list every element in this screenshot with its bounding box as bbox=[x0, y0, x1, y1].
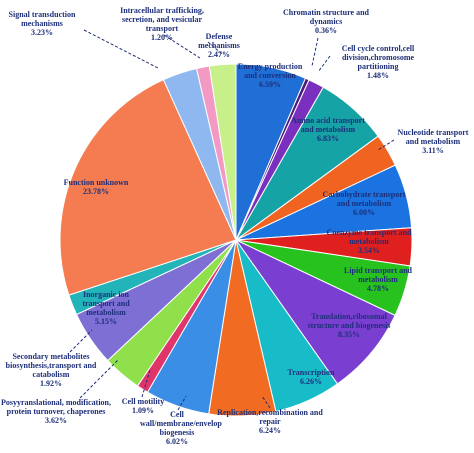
slice-label: Replication,recombination and repair 6.24… bbox=[214, 408, 326, 435]
category-name: Replication,recombination and repair bbox=[217, 408, 323, 426]
slice-label: Energy production and conversion 6.59% bbox=[234, 62, 306, 89]
category-name: Energy production and conversion bbox=[237, 62, 303, 80]
category-name: Defense mechanisms bbox=[198, 32, 240, 50]
percent-label: 4.78% bbox=[367, 284, 389, 293]
category-name: Transcription bbox=[287, 368, 335, 377]
category-name: Inorganic ion transport and metabolism bbox=[82, 290, 130, 317]
category-name: Posyyranslational, modification, protein… bbox=[0, 398, 111, 416]
slice-label: Function unknown 23.78% bbox=[54, 178, 138, 196]
slice-label: Translation,ribosomal structure and biog… bbox=[306, 312, 392, 339]
category-name: Cell motility bbox=[121, 397, 165, 406]
slice-label: Transcription 6.26% bbox=[276, 368, 346, 386]
percent-label: 1.20% bbox=[151, 33, 173, 42]
category-name: Carbohydrate transport and metabolism bbox=[322, 190, 406, 208]
percent-label: 3.54% bbox=[358, 246, 380, 255]
slice-label: Secondary metabolites biosynthesis,trans… bbox=[0, 352, 102, 388]
slice-label: Cell motility 1.09% bbox=[118, 397, 168, 415]
leader-line bbox=[317, 55, 331, 73]
category-name: Secondary metabolites biosynthesis,trans… bbox=[5, 352, 97, 379]
leader-line bbox=[311, 37, 319, 67]
category-name: Cell wall/membrane/envelop biogenesis bbox=[140, 410, 222, 437]
percent-label: 6.26% bbox=[300, 377, 322, 386]
category-name: Lipid transport and metabolism bbox=[343, 266, 413, 284]
percent-label: 6.24% bbox=[259, 426, 281, 435]
percent-label: 1.92% bbox=[40, 379, 62, 388]
category-name: Nucleotide transport and metabolism bbox=[397, 128, 469, 146]
percent-label: 1.48% bbox=[367, 71, 389, 80]
leader-line bbox=[207, 41, 223, 55]
percent-label: 6.02% bbox=[166, 437, 188, 446]
percent-label: 6.00% bbox=[353, 208, 375, 217]
category-name: Function unknown bbox=[63, 178, 129, 187]
slice-label: Signal transduction mechanisms 3.23% bbox=[0, 10, 84, 37]
slice-label: Cell cycle control,cell division,chromos… bbox=[330, 44, 426, 80]
slice-label: Cell wall/membrane/envelop biogenesis 6.0… bbox=[140, 410, 222, 446]
percent-label: 0.36% bbox=[315, 26, 337, 35]
percent-label: 3.23% bbox=[31, 28, 53, 37]
percent-label: 5.15% bbox=[95, 317, 117, 326]
leader-line bbox=[261, 395, 271, 409]
leader-line bbox=[69, 329, 93, 353]
slice-label: Posyyranslational, modification, protein… bbox=[0, 398, 112, 425]
percent-label: 3.62% bbox=[45, 416, 67, 425]
slice-label: Nucleotide transport and metabolism 3.11% bbox=[392, 128, 474, 155]
category-name: Cell cycle control,cell division,chromos… bbox=[341, 44, 415, 71]
pie-slice bbox=[59, 78, 237, 296]
slice-label: Coenzyme transport and metabolism 3.54% bbox=[326, 228, 412, 255]
category-name: Intracellular trafficking, secretion, an… bbox=[120, 6, 204, 33]
percent-label: 1.09% bbox=[132, 406, 154, 415]
percent-label: 6.59% bbox=[259, 80, 281, 89]
category-name: Chromatin structure and dynamics bbox=[283, 8, 369, 26]
percent-label: 23.78% bbox=[83, 187, 109, 196]
category-name: Coenzyme transport and metabolism bbox=[326, 228, 412, 246]
percent-label: 3.11% bbox=[422, 146, 444, 155]
leader-line bbox=[83, 29, 159, 69]
slice-label: Chromatin structure and dynamics 0.36% bbox=[282, 8, 370, 35]
slice-label: Defense mechanisms 2.47% bbox=[184, 32, 254, 59]
leader-line bbox=[163, 34, 201, 59]
leader-line bbox=[177, 395, 187, 411]
pie-slice bbox=[208, 63, 237, 241]
percent-label: 8.35% bbox=[338, 330, 360, 339]
leader-line bbox=[377, 139, 395, 151]
category-name: Amino acid transport and metabolism bbox=[291, 116, 365, 134]
category-name: Translation,ribosomal structure and biog… bbox=[307, 312, 391, 330]
pie-slice bbox=[234, 238, 396, 385]
percent-label: 6.83% bbox=[317, 134, 339, 143]
category-name: Signal transduction mechanisms bbox=[8, 10, 76, 28]
slice-label: Carbohydrate transport and metabolism 6.0… bbox=[318, 190, 410, 217]
slice-label: Lipid transport and metabolism 4.78% bbox=[338, 266, 418, 293]
slice-label: Intracellular trafficking, secretion, an… bbox=[114, 6, 210, 42]
slice-label: Amino acid transport and metabolism 6.83% bbox=[284, 116, 372, 143]
slice-label: Inorganic ion transport and metabolism 5.… bbox=[70, 290, 142, 326]
leader-line bbox=[79, 359, 119, 399]
percent-label: 2.47% bbox=[208, 50, 230, 59]
